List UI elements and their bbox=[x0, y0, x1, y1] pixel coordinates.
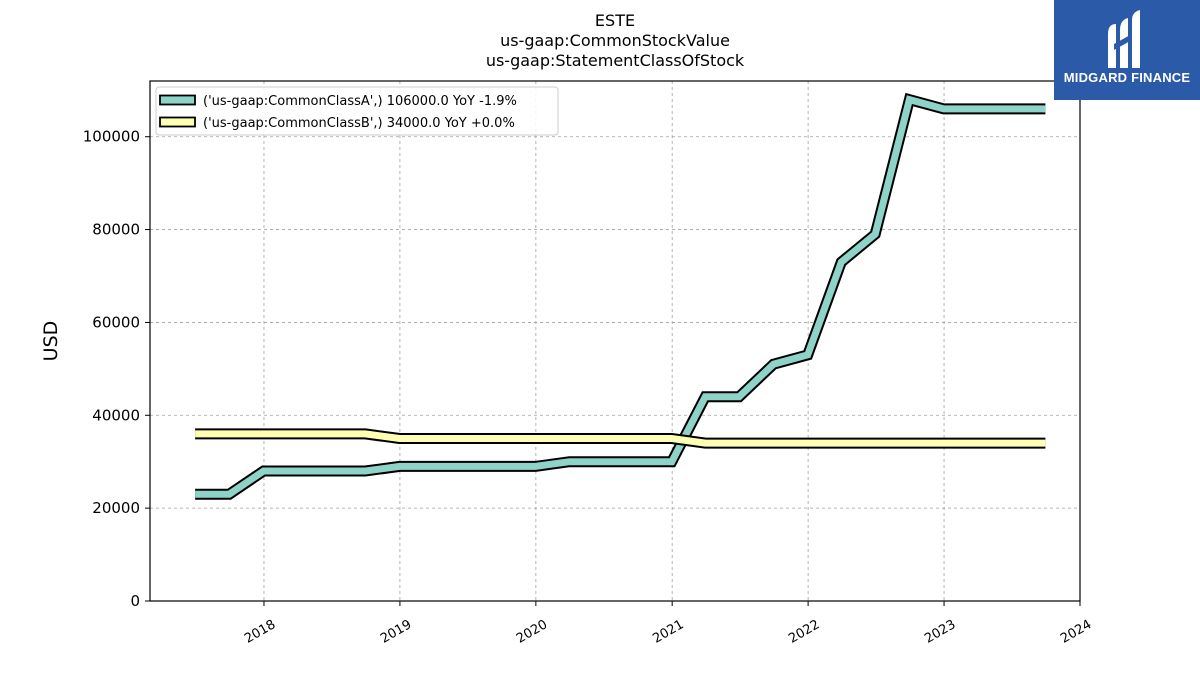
x-tick-label: 2019 bbox=[378, 617, 414, 647]
series-line-2 bbox=[195, 430, 1046, 447]
midgard-finance-logo-icon bbox=[1108, 10, 1140, 68]
legend-box bbox=[155, 86, 559, 136]
x-tick-label: 2024 bbox=[1058, 617, 1094, 647]
y-tick-label: 40000 bbox=[92, 406, 140, 424]
y-tick-label: 80000 bbox=[92, 221, 140, 239]
legend: ('us-gaap:CommonClassA',) 106000.0 YoY -… bbox=[155, 86, 559, 136]
legend-entry-label: ('us-gaap:CommonClassB',) 34000.0 YoY +0… bbox=[203, 116, 515, 131]
series-line-1 bbox=[195, 95, 1046, 498]
series-group bbox=[195, 92, 1046, 500]
grid bbox=[150, 81, 1081, 602]
legend-swatch bbox=[159, 94, 196, 106]
x-tick-label: 2022 bbox=[786, 617, 822, 647]
plot-frame bbox=[149, 80, 1081, 602]
y-tick-label: 20000 bbox=[92, 499, 140, 517]
x-tick-label: 2021 bbox=[650, 617, 686, 647]
legend-entry-label: ('us-gaap:CommonClassA',) 106000.0 YoY -… bbox=[203, 94, 517, 109]
y-tick-label: 100000 bbox=[83, 128, 140, 146]
chart-title-line: us-gaap:StatementClassOfStock bbox=[486, 51, 745, 70]
y-tick-label: 0 bbox=[130, 592, 140, 610]
legend-swatch bbox=[159, 116, 196, 128]
chart-title: ESTEus-gaap:CommonStockValueus-gaap:Stat… bbox=[486, 11, 745, 70]
x-tick-label: 2020 bbox=[514, 617, 550, 647]
y-tick-label: 60000 bbox=[92, 313, 140, 331]
x-tick-label: 2018 bbox=[242, 617, 278, 647]
brand-logo: MIDGARD FINANCE bbox=[1054, 0, 1200, 100]
x-tick-label: 2023 bbox=[922, 617, 958, 647]
y-axis: 0 20000 40000 60000 80000 100000 bbox=[83, 128, 150, 610]
chart-title-line: ESTE bbox=[595, 11, 635, 30]
x-axis: 2018 2019 2020 2021 2022 2023 2024 bbox=[242, 601, 1094, 647]
logo-text: MIDGARD FINANCE bbox=[1063, 70, 1191, 85]
y-axis-label: USD bbox=[40, 321, 62, 362]
chart-title-line: us-gaap:CommonStockValue bbox=[500, 31, 730, 50]
